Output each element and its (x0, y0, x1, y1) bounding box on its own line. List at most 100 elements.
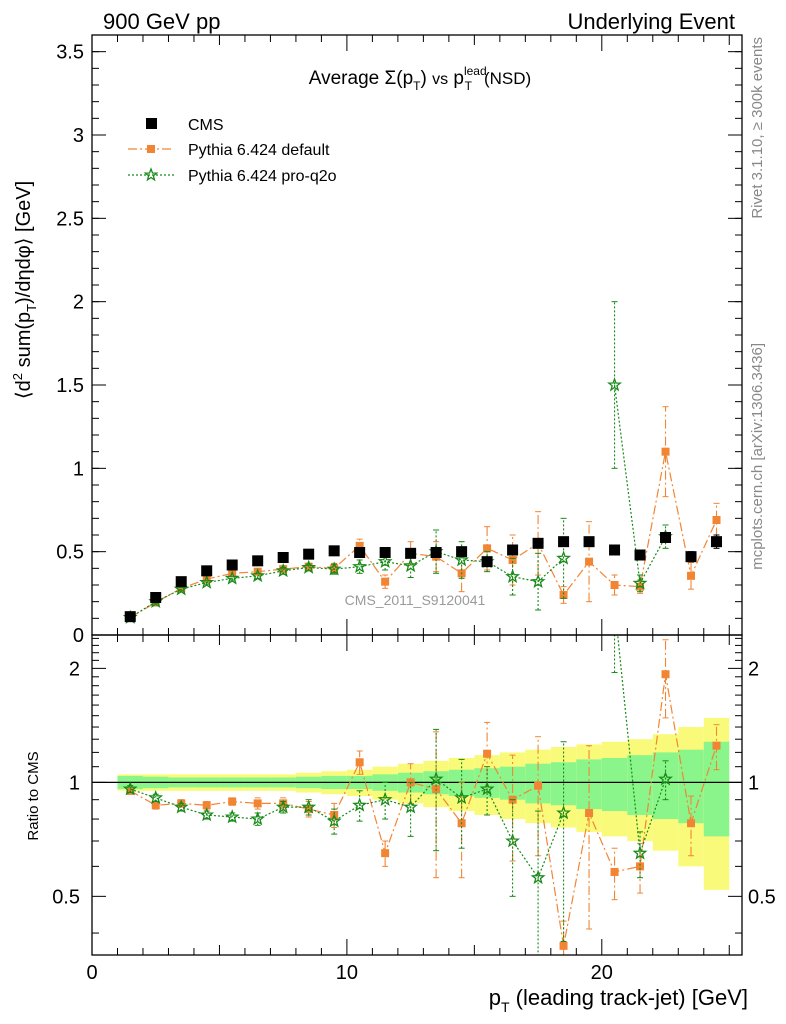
legend: CMS Pythia 6.424 default Pythia 6.424 pr… (128, 117, 337, 185)
ylabel-mid: sum(p (13, 312, 35, 373)
main-point-pythia-6-424-pro-q2o (632, 575, 648, 590)
ratio-point-pythia-6-424-pro-q2o (377, 791, 393, 806)
ratio-y-tick-label: 2 (748, 658, 759, 680)
main-point-cms (175, 576, 187, 588)
main-point-cms (609, 544, 621, 556)
ratio-y-tick-label: 0.5 (52, 886, 80, 908)
ylabel-open: ⟨d (13, 380, 35, 399)
main-point-pythia-6-424-default (177, 584, 186, 593)
main-y-tick-label: 3.5 (56, 42, 84, 64)
ratio-point-pythia-6-424-default (534, 781, 543, 790)
legend-label-proq2o: Pythia 6.424 pro-q2o (188, 168, 337, 185)
ratio-point-pythia-6-424-default (151, 801, 160, 810)
ratio-point-pythia-6-424-pro-q2o (658, 771, 673, 786)
ratio-point-pythia-6-424-pro-q2o (479, 781, 495, 796)
ratio-point-pythia-6-424-default (355, 758, 364, 767)
ratio-point-pythia-6-424-default (610, 867, 619, 876)
ratio-point-pythia-6-424-default (483, 749, 492, 758)
main-y-tick-label: 1 (73, 458, 84, 480)
ratio-point-pythia-6-424-pro-q2o (556, 805, 572, 820)
main-point-pythia-6-424-pro-q2o (173, 581, 189, 596)
main-point-pythia-6-424-pro-q2o (530, 573, 546, 588)
ratio-point-pythia-6-424-default (381, 849, 390, 858)
main-point-cms (711, 536, 723, 548)
ratio-point-pythia-6-424-default (559, 941, 568, 950)
main-point-pythia-6-424-pro-q2o (352, 558, 368, 574)
ratio-point-pythia-6-424-pro-q2o (632, 845, 648, 860)
ratio-point-pythia-6-424-pro-q2o (530, 869, 546, 885)
main-point-cms (252, 555, 264, 567)
ratio-y-axis-label: Ratio to CMS (25, 751, 42, 840)
main-point-cms (379, 547, 391, 558)
main-point-cms (328, 545, 340, 557)
main-point-cms (405, 547, 417, 559)
main-point-pythia-6-424-pro-q2o (505, 568, 521, 583)
legend-marker-proq2o (143, 167, 159, 182)
main-point-pythia-6-424-default (381, 577, 390, 586)
ratio-y-tick-label: 2 (69, 658, 80, 680)
ratio-point-pythia-6-424-default (585, 809, 594, 818)
main-line-pythia-6-424-default-0 (129, 451, 718, 619)
main-point-cms (456, 546, 468, 558)
main-y-tick-label: 0 (73, 625, 84, 647)
ratio-point-pythia-6-424-pro-q2o (224, 809, 240, 824)
main-point-pythia-6-424-pro-q2o (301, 559, 317, 574)
main-y-tick-label: 1.5 (56, 375, 84, 397)
main-point-cms (583, 536, 595, 548)
main-point-pythia-6-424-default (508, 556, 517, 564)
x-axis-label: pT (leading track-jet) [GeV] (489, 985, 748, 1015)
legend-marker-cms (146, 118, 157, 129)
main-point-cms (634, 549, 646, 561)
main-point-pythia-6-424-pro-q2o (224, 570, 240, 585)
main-point-pythia-6-424-default (687, 571, 696, 580)
ratio-line-pythia-6-424-default-0 (129, 674, 718, 946)
ratio-point-pythia-6-424-default (661, 670, 670, 679)
x-tick-label: 20 (591, 962, 613, 984)
main-point-pythia-6-424-pro-q2o (250, 567, 266, 583)
plot-title: Average Σ(pT) vs plead T (NSD) (309, 64, 531, 93)
ylabel-sup: 2 (10, 373, 25, 380)
main-point-cms (303, 548, 315, 560)
x-tick-label: 10 (336, 962, 358, 984)
mcplots-label: mcplots.cern.ch [arXiv:1306.3436] (749, 343, 766, 570)
ratio-y-tick-label: 0.5 (748, 886, 776, 908)
ratio-point-pythia-6-424-pro-q2o (122, 781, 138, 796)
main-y-tick-label: 2 (73, 292, 84, 314)
rivet-label: Rivet 3.1.10, ≥ 300k events (749, 37, 766, 219)
main-point-pythia-6-424-pro-q2o (275, 562, 291, 578)
ratio-point-pythia-6-424-pro-q2o (173, 799, 189, 814)
ratio-point-pythia-6-424-pro-q2o (250, 811, 266, 826)
main-point-pythia-6-424-default (712, 516, 721, 524)
main-point-pythia-6-424-default (355, 541, 364, 550)
main-point-cms (201, 565, 213, 577)
ratio-point-pythia-6-424-pro-q2o (428, 771, 444, 786)
main-panel-marks (122, 301, 723, 624)
ratio-point-pythia-6-424-default (228, 797, 237, 806)
x-tick-label: 0 (86, 962, 97, 984)
main-point-cms (685, 551, 697, 563)
main-point-cms (277, 552, 289, 563)
main-point-cms (532, 537, 544, 549)
main-y-axis-label: ⟨d2 sum(pT)/dηdφ⟩ [GeV] (10, 181, 39, 399)
legend-label-default: Pythia 6.424 default (188, 142, 330, 159)
main-point-pythia-6-424-pro-q2o (454, 552, 470, 567)
legend-label-cms: CMS (188, 117, 224, 134)
ratio-point-pythia-6-424-pro-q2o (326, 813, 342, 828)
axes-ticks: 0 0.5 1 1.5 2 2.5 3 3.5 0 10 20 0.5 0.5 1 1 2 2 (52, 35, 776, 984)
main-point-pythia-6-424-pro-q2o (403, 557, 419, 573)
main-point-pythia-6-424-default (483, 544, 492, 553)
ratio-point-pythia-6-424-default (712, 741, 721, 750)
main-point-cms (660, 532, 672, 543)
main-point-pythia-6-424-default (610, 581, 619, 589)
main-point-cms (354, 547, 366, 558)
stat-band-bin (678, 749, 704, 824)
analysis-watermark: CMS_2011_S9120041 (345, 592, 486, 608)
ratio-point-pythia-6-424-pro-q2o (505, 833, 521, 848)
main-point-pythia-6-424-default (661, 447, 670, 456)
ratio-y-tick-label: 1 (69, 772, 80, 794)
header-left: 900 GeV pp (103, 9, 220, 34)
ratio-point-pythia-6-424-pro-q2o (199, 807, 215, 822)
main-point-cms (507, 544, 519, 556)
ratio-point-pythia-6-424-pro-q2o (275, 799, 291, 814)
